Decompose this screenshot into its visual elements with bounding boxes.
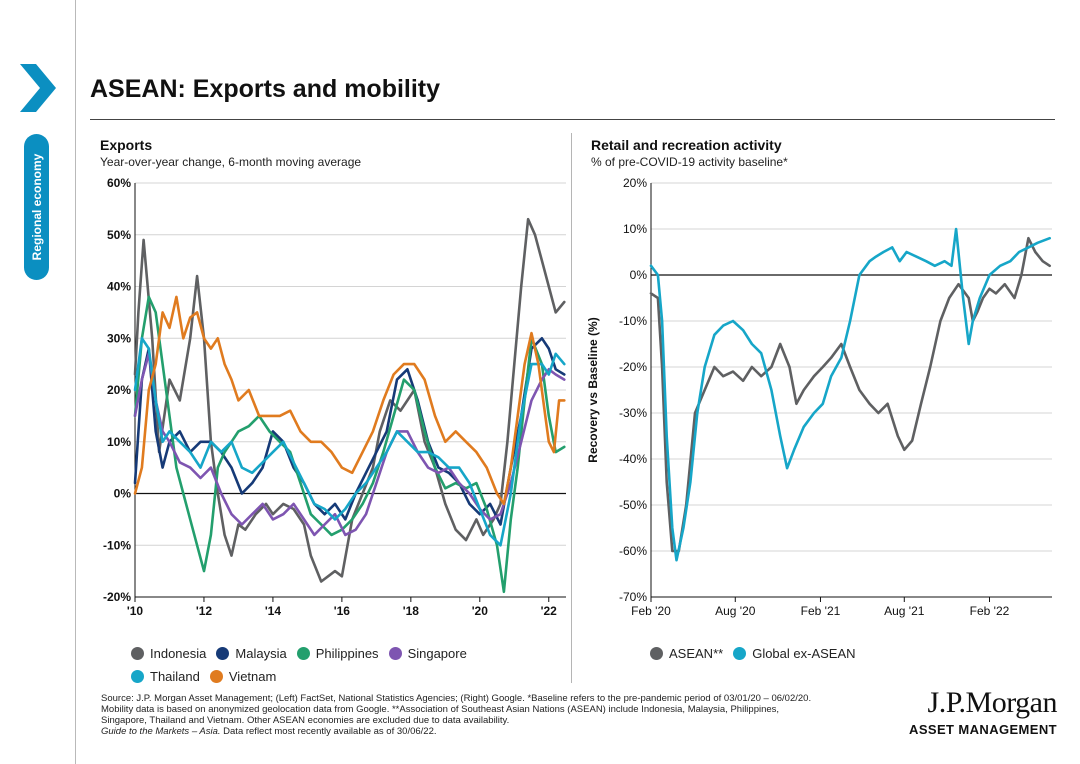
legend-swatch <box>216 647 230 660</box>
y-tick-label: -20% <box>103 590 131 604</box>
source-footnote: Source: J.P. Morgan Asset Management; (L… <box>101 693 891 737</box>
footnote-line-1: Source: J.P. Morgan Asset Management; (L… <box>101 693 812 704</box>
x-tick-label: '16 <box>334 604 351 618</box>
section-tab-regional-economy[interactable]: Regional economy <box>24 134 49 280</box>
series-line-philippines <box>133 295 566 594</box>
retail-chart-subtitle: % of pre-COVID-19 activity baseline* <box>591 155 788 169</box>
retail-chart-title: Retail and recreation activity <box>591 137 782 153</box>
x-tick-label: '14 <box>265 604 282 618</box>
legend-label: Singapore <box>407 646 467 661</box>
legend-swatch <box>131 647 144 660</box>
legend-swatch <box>650 647 663 660</box>
x-tick-label: Aug '20 <box>715 604 756 618</box>
legend-label: Indonesia <box>150 646 207 661</box>
legend-swatch <box>209 670 223 683</box>
legend-item: Indonesia <box>131 643 206 664</box>
footnote-guide-rest: Data reflect most recently available as … <box>220 726 437 737</box>
x-tick-label: Aug '21 <box>884 604 925 618</box>
x-tick-label: '10 <box>127 604 144 618</box>
legend-item: Global ex-ASEAN <box>733 643 856 664</box>
legend-swatch <box>131 670 144 683</box>
y-tick-label: 0% <box>114 487 132 501</box>
legend-swatch <box>733 647 747 660</box>
footnote-line-3: Singapore, Thailand and Vietnam. Other A… <box>101 715 510 726</box>
legend-label: Thailand <box>150 669 200 684</box>
legend-swatch <box>388 647 402 660</box>
chevron-right-icon <box>20 64 56 112</box>
y-tick-label: -70% <box>619 590 647 604</box>
series-line-thailand <box>133 336 566 547</box>
legend-label: Global ex-ASEAN <box>752 646 856 661</box>
x-tick-label: '12 <box>196 604 213 618</box>
legend-item: Vietnam <box>209 666 277 687</box>
legend-swatch <box>296 647 310 660</box>
y-tick-label: 20% <box>623 176 647 190</box>
legend-item: Malaysia <box>216 643 287 664</box>
footnote-line-2: Mobility data is based on anonymized geo… <box>101 704 780 715</box>
exports-legend: Indonesia Malaysia Philippines Singapore Tha… <box>131 643 551 689</box>
x-tick-label: Feb '22 <box>970 604 1010 618</box>
y-tick-label: -10% <box>103 538 131 552</box>
footnote-line-4: Guide to the Markets – Asia. Data reflec… <box>101 726 891 737</box>
y-tick-label: 30% <box>107 331 131 345</box>
x-tick-label: '18 <box>403 604 420 618</box>
series-line-indonesia <box>133 217 566 583</box>
y-tick-label: -10% <box>619 314 647 328</box>
x-tick-label: Feb '20 <box>631 604 671 618</box>
y-tick-label: 10% <box>107 435 131 449</box>
x-tick-label: Feb '21 <box>801 604 841 618</box>
x-tick-label: '20 <box>472 604 489 618</box>
panel-divider <box>571 133 572 683</box>
series-line-vietnam <box>133 295 566 506</box>
retail-legend: ASEAN** Global ex-ASEAN <box>650 643 950 666</box>
y-tick-label: 50% <box>107 228 131 242</box>
y-tick-label: 10% <box>623 222 647 236</box>
y-tick-label: -50% <box>619 498 647 512</box>
logo-wordmark: J.P.Morgan <box>927 686 1058 719</box>
y-tick-label: -20% <box>619 360 647 374</box>
y-tick-label: 20% <box>107 383 131 397</box>
footnote-guide: Guide to the Markets – Asia. <box>101 726 221 737</box>
x-tick-label: '22 <box>541 604 558 618</box>
y-tick-label: -60% <box>619 544 647 558</box>
y-tick-label: 60% <box>107 176 131 190</box>
logo-subtitle: ASSET MANAGEMENT <box>909 722 1057 737</box>
series-line-singapore <box>133 352 566 537</box>
series-line-malaysia <box>133 336 566 526</box>
exports-chart-subtitle: Year-over-year change, 6-month moving av… <box>100 155 362 169</box>
legend-label: Philippines <box>315 646 379 661</box>
legend-item: Singapore <box>388 643 467 664</box>
y-tick-label: -30% <box>619 406 647 420</box>
legend-label: Vietnam <box>228 669 277 684</box>
y-tick-label: 40% <box>107 280 131 294</box>
page-title: ASEAN: Exports and mobility <box>90 75 441 103</box>
series-line-global-ex-asean <box>649 227 1051 562</box>
y-tick-label: 0% <box>630 268 648 282</box>
page-left-rule <box>75 0 76 764</box>
legend-item: ASEAN** <box>650 643 723 664</box>
jpmorgan-logo: J.P.Morgan ASSET MANAGEMENT <box>905 686 1057 737</box>
series-line-asean <box>649 236 1051 553</box>
legend-item: Philippines <box>296 643 379 664</box>
legend-item: Thailand <box>131 666 200 687</box>
y-tick-label: -40% <box>619 452 647 466</box>
exports-chart-title: Exports <box>100 137 153 153</box>
y-axis-label: Recovery vs Baseline (%) <box>586 317 600 462</box>
legend-label: Malaysia <box>235 646 287 661</box>
legend-label: ASEAN** <box>669 646 724 661</box>
title-rule <box>90 119 1055 120</box>
